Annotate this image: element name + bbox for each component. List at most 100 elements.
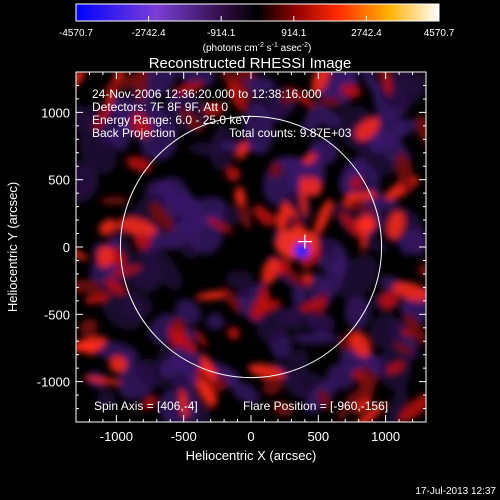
positive-blob	[104, 74, 144, 93]
x-tick-label: 500	[307, 429, 329, 444]
positive-blob	[172, 318, 186, 332]
positive-blob	[393, 342, 414, 355]
positive-blob	[300, 248, 321, 269]
positive-blob	[386, 361, 405, 375]
negative-blob	[187, 142, 230, 157]
positive-blob	[276, 201, 290, 234]
negative-blob	[133, 262, 164, 293]
positive-blob	[386, 210, 405, 240]
negative-blob	[145, 247, 183, 290]
positive-blob	[98, 218, 118, 236]
colorbar-tick-label: 2742.4	[351, 28, 382, 39]
positive-blob	[227, 81, 247, 112]
negative-blob	[206, 312, 225, 330]
info-line-time: 24-Nov-2006 12:36:20.000 to 12:38:16.000	[92, 87, 322, 101]
positive-blob	[395, 151, 415, 194]
positive-blob	[355, 215, 374, 234]
positive-blob	[352, 373, 379, 405]
chart-title: Reconstructed RHESSI Image	[149, 55, 352, 72]
positive-blob	[173, 81, 205, 94]
positive-blob	[227, 326, 241, 340]
negative-blob	[398, 229, 426, 256]
positive-blob	[302, 153, 317, 164]
negative-blob	[344, 294, 371, 330]
negative-blob	[217, 206, 243, 227]
negative-blob	[286, 348, 310, 383]
negative-blob	[169, 193, 201, 219]
positive-blob	[349, 331, 371, 357]
positive-blob	[84, 341, 98, 356]
positive-blob	[399, 393, 426, 422]
negative-blob	[336, 254, 379, 300]
positive-blob	[339, 211, 364, 242]
colorbar-tick-label: -4570.7	[59, 28, 93, 39]
positive-blob	[84, 291, 111, 305]
positive-blob	[109, 355, 127, 373]
positive-blob	[392, 281, 426, 302]
positive-blob	[403, 313, 426, 345]
positive-blob	[220, 72, 252, 100]
positive-blob	[196, 379, 217, 408]
negative-blob	[158, 385, 200, 422]
positive-blob	[83, 376, 122, 385]
flare-position-label: Flare Position = [-960,-156]	[243, 399, 388, 413]
info-line-energy: Energy Range: 6.0 - 25.0 keV	[92, 113, 250, 127]
positive-blob	[213, 375, 228, 392]
positive-blob	[126, 156, 152, 173]
x-tick-label: -500	[171, 429, 197, 444]
colorbar-tick-label: -2742.4	[132, 28, 166, 39]
positive-blob	[179, 108, 204, 132]
negative-blob	[360, 72, 381, 96]
info-line-method: Back Projection	[92, 126, 175, 140]
positive-blob	[203, 102, 225, 117]
positive-blob	[317, 389, 332, 411]
y-tick-label: 500	[48, 173, 70, 188]
positive-blob	[281, 85, 298, 105]
positive-blob	[168, 328, 199, 353]
colorbar-unit: (photons cm-2 s-1 asec-2)	[203, 42, 312, 54]
info-line-detectors: Detectors: 7F 8F 9F, Att 0	[92, 100, 228, 114]
y-tick-label: -1000	[37, 375, 70, 390]
negative-blob	[256, 307, 293, 343]
negative-blob	[96, 389, 116, 409]
negative-blob	[302, 101, 327, 134]
negative-blob	[320, 256, 347, 304]
plot-area: -1000 -500 0 500 1000 -1000 -500 0 500 1000	[37, 71, 427, 444]
positive-blob	[94, 98, 114, 131]
negative-blob	[291, 332, 340, 345]
positive-blob	[314, 198, 333, 236]
positive-blob	[299, 174, 307, 218]
positive-blob	[262, 376, 283, 395]
date-stamp: 17-Jul-2013 12:37	[415, 486, 496, 497]
colorbar-gradient	[75, 3, 440, 22]
negative-blob	[178, 211, 224, 230]
positive-blob	[269, 161, 283, 179]
positive-blob	[358, 206, 377, 214]
spin-axis-label: Spin Axis = [406,-4]	[94, 399, 198, 413]
positive-blob	[337, 392, 356, 422]
positive-blob	[417, 263, 426, 278]
positive-blob	[348, 199, 364, 213]
positive-blob	[117, 217, 157, 237]
positive-blob	[141, 395, 158, 410]
negative-blob	[101, 286, 146, 330]
negative-blob	[231, 381, 260, 404]
positive-blob	[253, 205, 274, 227]
positive-blob	[379, 290, 399, 310]
positive-blob	[133, 72, 149, 103]
positive-blob	[317, 97, 342, 107]
positive-blob	[134, 233, 151, 250]
positive-blob	[378, 72, 392, 96]
positive-blob	[272, 401, 294, 417]
flare-marker	[297, 234, 312, 249]
image-blobs	[76, 72, 426, 422]
positive-blob	[149, 202, 174, 232]
colorbar-ticks: -4570.7 -2742.4 -914.1 914.1 2742.4 4570.7	[59, 16, 455, 39]
y-tick-label: 0	[63, 240, 70, 255]
positive-blob	[311, 72, 331, 95]
solar-limb	[119, 115, 383, 379]
positive-blob	[221, 286, 242, 313]
x-tick-label: 1000	[371, 429, 400, 444]
x-axis-label: Heliocentric X (arcsec)	[186, 448, 317, 463]
